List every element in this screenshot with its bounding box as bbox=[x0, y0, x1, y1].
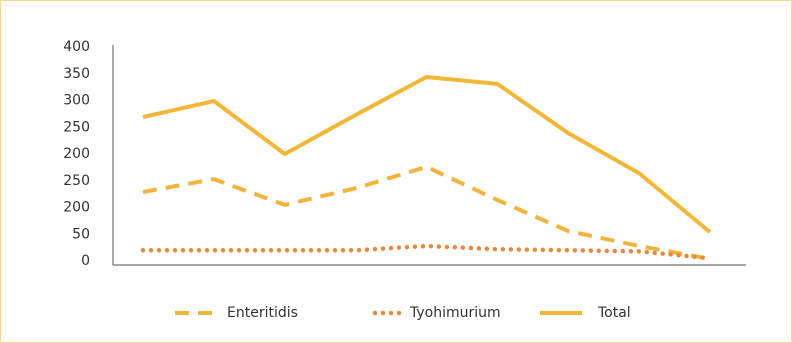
legend-label: Tyohimurium bbox=[409, 305, 501, 321]
y-tick-label: 250 bbox=[63, 119, 90, 135]
y-tick-label: 0 bbox=[81, 253, 90, 269]
y-tick-label: 200 bbox=[63, 200, 90, 216]
legend-label: Enteritidis bbox=[227, 305, 298, 321]
series-line bbox=[140, 243, 713, 261]
y-tick-label: 200 bbox=[63, 146, 90, 162]
y-tick-label: 400 bbox=[63, 39, 90, 55]
legend-label: Total bbox=[597, 305, 631, 321]
y-tick-label: 250 bbox=[63, 173, 90, 189]
y-tick-label: 300 bbox=[63, 93, 90, 109]
y-tick-label: 50 bbox=[72, 226, 90, 242]
series-line bbox=[142, 164, 711, 261]
series-line bbox=[142, 74, 712, 234]
y-tick-label: 350 bbox=[63, 66, 90, 82]
